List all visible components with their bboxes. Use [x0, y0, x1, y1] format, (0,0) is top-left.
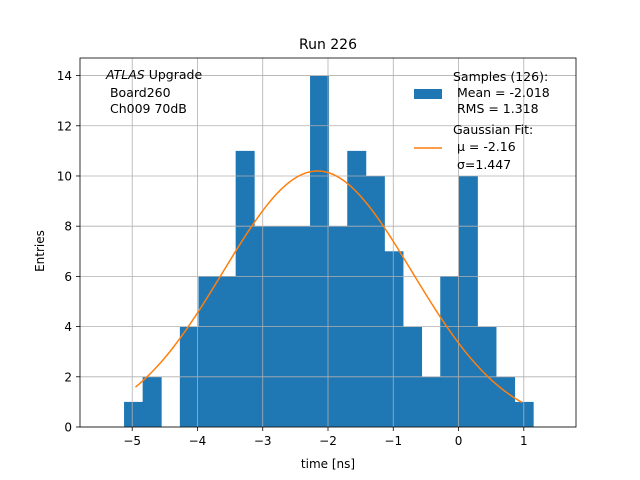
histogram-bar	[458, 175, 478, 427]
y-tick-label: 14	[57, 69, 72, 83]
y-axis-label: Entries	[33, 230, 47, 272]
x-tick-label: −1	[384, 434, 402, 448]
histogram-bar	[217, 276, 237, 427]
y-tick-label: 4	[64, 320, 72, 334]
histogram-bar	[347, 150, 367, 427]
histogram-bar	[440, 276, 460, 427]
histogram-bar	[235, 150, 255, 427]
histogram-bar	[198, 276, 218, 427]
x-axis-ticks: −5 −4 −3 −2 −1 0 1	[123, 427, 528, 448]
histogram-bar	[365, 175, 385, 427]
y-tick-label: 10	[57, 169, 72, 183]
histogram-bar	[124, 401, 144, 427]
legend-fit-mu: μ = -2.16	[453, 139, 516, 154]
histogram-bar	[142, 376, 162, 427]
x-tick-label: −5	[123, 434, 141, 448]
histogram-bar	[496, 376, 516, 427]
legend: Samples (126): Mean = -2.018 RMS = 1.318…	[414, 69, 550, 172]
y-tick-label: 12	[57, 119, 72, 133]
annotation-emphasis: ATLAS	[105, 67, 145, 82]
legend-fit-sigma: σ=1.447	[453, 157, 511, 172]
x-tick-label: 1	[520, 434, 528, 448]
legend-fit-label: Gaussian Fit:	[453, 122, 533, 137]
y-tick-label: 2	[64, 370, 72, 384]
annotation-suffix: Upgrade	[145, 67, 203, 82]
histogram-bar	[421, 376, 441, 427]
legend-samples-rms: RMS = 1.318	[453, 101, 539, 116]
y-tick-label: 6	[64, 270, 72, 284]
gaussian-fit-curve	[134, 170, 523, 403]
histogram-bar	[310, 75, 330, 428]
legend-samples-mean: Mean = -2.018	[453, 85, 550, 100]
legend-samples-swatch	[414, 89, 442, 99]
histogram-bar	[384, 251, 404, 427]
chart-title: Run 226	[299, 37, 357, 53]
x-axis-label: time [ns]	[301, 457, 355, 471]
y-axis-ticks: 0 2 4 6 8 10 12 14	[57, 69, 80, 435]
x-tick-label: −4	[189, 434, 207, 448]
x-tick-label: −3	[254, 434, 272, 448]
x-tick-label: 0	[455, 434, 463, 448]
legend-samples-label: Samples (126):	[453, 69, 548, 84]
annotation-board-line: Board260	[106, 85, 171, 100]
annotation-title-line: ATLAS Upgrade	[105, 67, 202, 82]
y-tick-label: 8	[64, 220, 72, 234]
y-tick-label: 0	[64, 421, 72, 435]
x-tick-label: −2	[319, 434, 337, 448]
atlas-annotation: ATLAS Upgrade Board260 Ch009 70dB	[105, 67, 202, 116]
annotation-channel-line: Ch009 70dB	[106, 101, 187, 116]
